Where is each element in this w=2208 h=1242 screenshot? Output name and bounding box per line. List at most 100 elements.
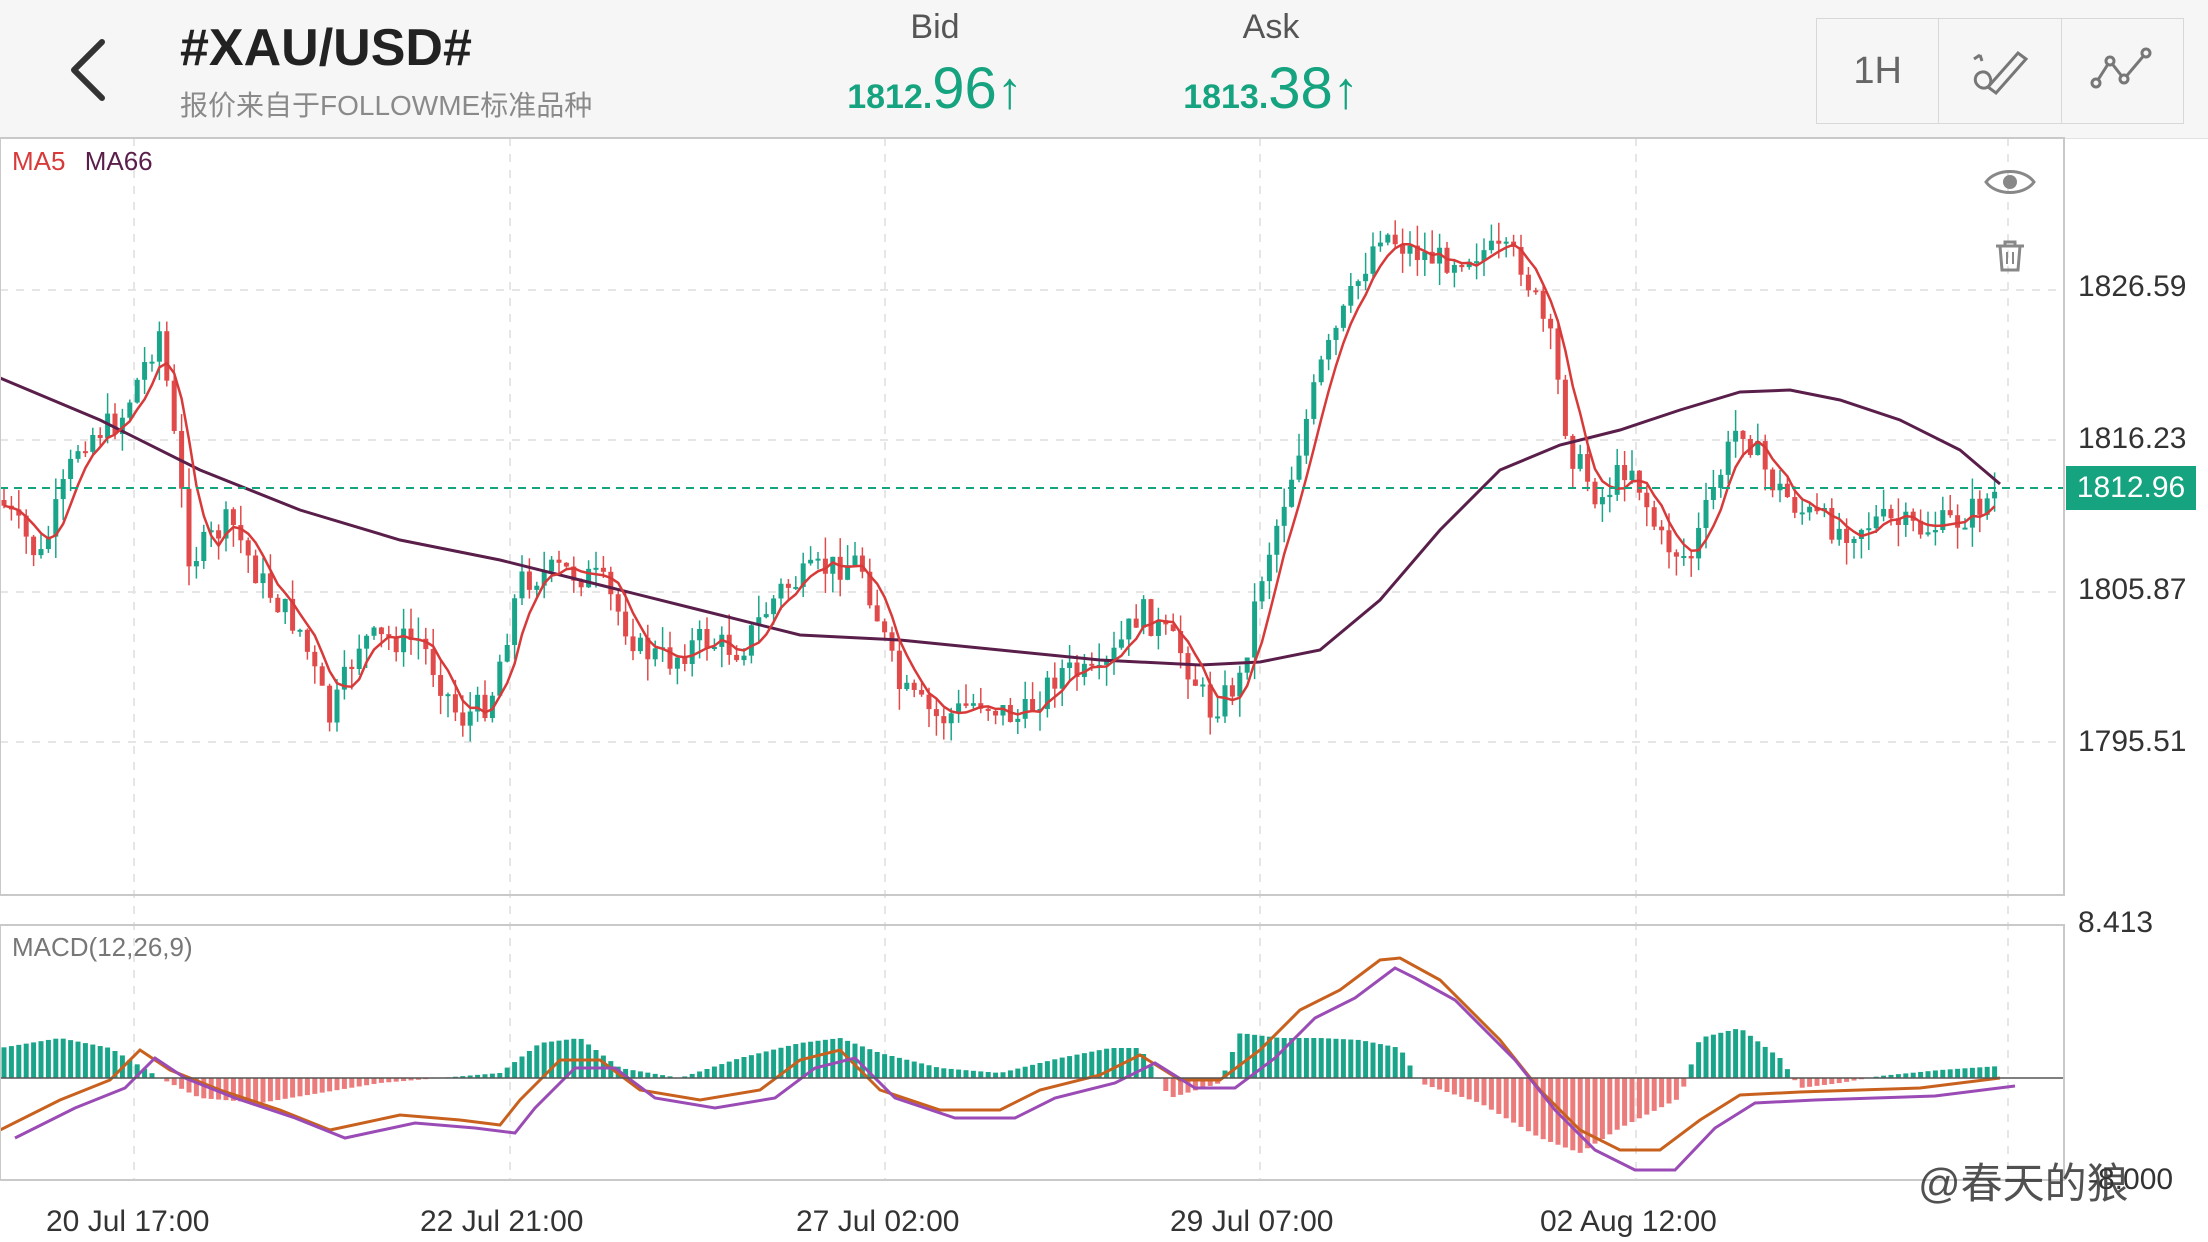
- candle-body: [267, 573, 273, 598]
- candle-body: [793, 586, 799, 589]
- candle-body: [223, 509, 229, 539]
- macd-bar: [504, 1067, 510, 1078]
- macd-bar: [1740, 1030, 1746, 1078]
- macd-bar: [519, 1056, 525, 1078]
- candle-body: [1074, 662, 1080, 677]
- macd-bar: [1562, 1078, 1568, 1148]
- candle-body: [1969, 498, 1975, 528]
- candle-body: [1555, 328, 1561, 380]
- candle-body: [1762, 441, 1768, 470]
- candle-body: [1577, 454, 1583, 469]
- signal-line: [14, 966, 2016, 1172]
- candle-body: [1540, 290, 1546, 319]
- candle-body: [933, 709, 939, 717]
- candle-body: [830, 556, 836, 574]
- macd-bar: [1237, 1033, 1243, 1078]
- macd-bar: [1266, 1036, 1272, 1078]
- macd-bar: [1814, 1078, 1820, 1086]
- candle-body: [652, 648, 658, 660]
- macd-bar: [867, 1049, 873, 1078]
- candle-body: [1977, 498, 1983, 515]
- macd-bar: [1044, 1061, 1050, 1078]
- candle-body: [956, 703, 962, 714]
- candle-body: [193, 561, 199, 567]
- macd-bar: [1895, 1074, 1901, 1078]
- candle-body: [1503, 241, 1509, 244]
- macd-bar: [31, 1042, 37, 1078]
- macd-bar: [1777, 1058, 1783, 1078]
- indicator-button[interactable]: [2062, 19, 2183, 123]
- candle-body: [1755, 441, 1761, 456]
- macd-bar: [223, 1078, 229, 1101]
- candle-body: [1104, 660, 1110, 665]
- macd-bar: [963, 1070, 969, 1078]
- macd-bar: [53, 1038, 59, 1078]
- candle-body: [1888, 508, 1894, 519]
- macd-bar: [630, 1070, 636, 1078]
- macd-bar: [1474, 1078, 1480, 1102]
- candle-body: [282, 598, 288, 613]
- macd-bar: [667, 1076, 673, 1078]
- macd-bar: [1170, 1078, 1176, 1098]
- macd-bar: [1666, 1078, 1672, 1104]
- candle-body: [734, 654, 740, 661]
- bid-up-arrow-icon: ↑: [996, 62, 1023, 120]
- macd-bar: [341, 1078, 347, 1089]
- macd-bar: [371, 1078, 377, 1084]
- macd-bar: [1918, 1071, 1924, 1078]
- macd-bar: [142, 1068, 148, 1078]
- candle-body: [667, 647, 673, 669]
- macd-bar: [593, 1050, 599, 1078]
- macd-bar: [1015, 1068, 1021, 1078]
- candle-body: [1126, 618, 1132, 640]
- macd-bar: [90, 1044, 96, 1078]
- toggle-visibility-button[interactable]: [1984, 164, 2036, 205]
- macd-bar: [275, 1078, 281, 1101]
- candle-body: [800, 563, 806, 587]
- candle-body: [68, 458, 74, 480]
- macd-bar: [482, 1074, 488, 1078]
- timeframe-button[interactable]: 1H: [1817, 19, 1940, 123]
- current-price-tag: 1812.96: [2066, 466, 2196, 510]
- time-tick: 27 Jul 02:00: [796, 1205, 960, 1238]
- candle-body: [53, 499, 59, 537]
- candle-body: [963, 703, 969, 706]
- candle-body: [1030, 699, 1036, 711]
- macd-bar: [1296, 1038, 1302, 1078]
- candle-body: [1659, 526, 1665, 531]
- candle-body: [312, 651, 318, 667]
- candle-body: [815, 558, 821, 561]
- candle-body: [785, 583, 791, 588]
- macd-bar: [578, 1038, 584, 1078]
- back-button[interactable]: [60, 30, 120, 110]
- macd-bar: [319, 1078, 325, 1093]
- macd-bar: [38, 1041, 44, 1078]
- draw-tool-button[interactable]: [1939, 19, 2062, 123]
- candle-body: [1015, 718, 1021, 722]
- candle-body: [630, 636, 636, 652]
- candle-body: [526, 571, 532, 590]
- macd-bar: [1836, 1078, 1842, 1084]
- macd-bar: [68, 1040, 74, 1078]
- candle-body: [1141, 599, 1147, 628]
- price-tick: 1816.23: [2078, 422, 2187, 455]
- macd-bar: [1570, 1078, 1576, 1151]
- candle-body: [1348, 285, 1354, 306]
- macd-bar: [1710, 1034, 1716, 1078]
- macd-bar: [1192, 1078, 1198, 1091]
- candle-body: [1044, 677, 1050, 709]
- candle-body: [1807, 506, 1813, 513]
- candle-body: [711, 646, 717, 650]
- candle-body: [1340, 305, 1346, 328]
- bid-quote: Bid 1812.96↑: [830, 8, 1040, 122]
- delete-indicator-button[interactable]: [1992, 238, 2028, 279]
- candle-body: [208, 530, 214, 533]
- macd-bar: [112, 1051, 118, 1078]
- candle-body: [1585, 454, 1591, 482]
- time-tick: 02 Aug 12:00: [1540, 1205, 1717, 1238]
- candle-body: [1363, 273, 1369, 282]
- macd-bar: [1200, 1078, 1206, 1089]
- macd-bar: [260, 1078, 266, 1103]
- candle-body: [253, 555, 259, 584]
